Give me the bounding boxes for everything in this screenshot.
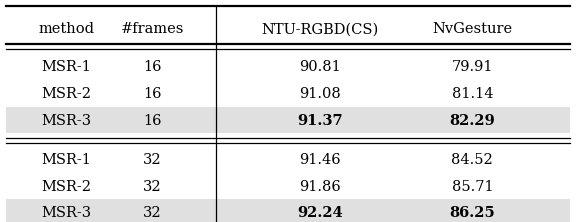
Text: 90.81: 90.81 xyxy=(299,60,340,74)
Text: 91.46: 91.46 xyxy=(299,153,340,167)
Text: MSR-2: MSR-2 xyxy=(41,180,91,194)
Text: NTU-RGBD(CS): NTU-RGBD(CS) xyxy=(261,22,378,36)
Text: #frames: #frames xyxy=(121,22,184,36)
Text: 32: 32 xyxy=(143,180,162,194)
Text: 85.71: 85.71 xyxy=(452,180,493,194)
Text: 91.37: 91.37 xyxy=(297,114,343,129)
Text: 16: 16 xyxy=(143,87,162,101)
Text: NvGesture: NvGesture xyxy=(432,22,513,36)
Text: MSR-3: MSR-3 xyxy=(41,114,92,129)
Text: 91.86: 91.86 xyxy=(299,180,340,194)
Text: MSR-3: MSR-3 xyxy=(41,206,92,220)
Text: 92.24: 92.24 xyxy=(297,206,343,220)
Text: 32: 32 xyxy=(143,206,162,220)
Text: 16: 16 xyxy=(143,114,162,129)
FancyBboxPatch shape xyxy=(6,199,570,222)
Text: 79.91: 79.91 xyxy=(452,60,493,74)
Text: 86.25: 86.25 xyxy=(449,206,495,220)
Text: MSR-1: MSR-1 xyxy=(41,60,91,74)
Text: 16: 16 xyxy=(143,60,162,74)
Text: 84.52: 84.52 xyxy=(452,153,493,167)
Text: 91.08: 91.08 xyxy=(299,87,340,101)
Text: 81.14: 81.14 xyxy=(452,87,493,101)
Text: MSR-2: MSR-2 xyxy=(41,87,91,101)
Text: method: method xyxy=(38,22,94,36)
FancyBboxPatch shape xyxy=(6,107,570,133)
Text: MSR-1: MSR-1 xyxy=(41,153,91,167)
Text: 32: 32 xyxy=(143,153,162,167)
Text: 82.29: 82.29 xyxy=(449,114,495,129)
